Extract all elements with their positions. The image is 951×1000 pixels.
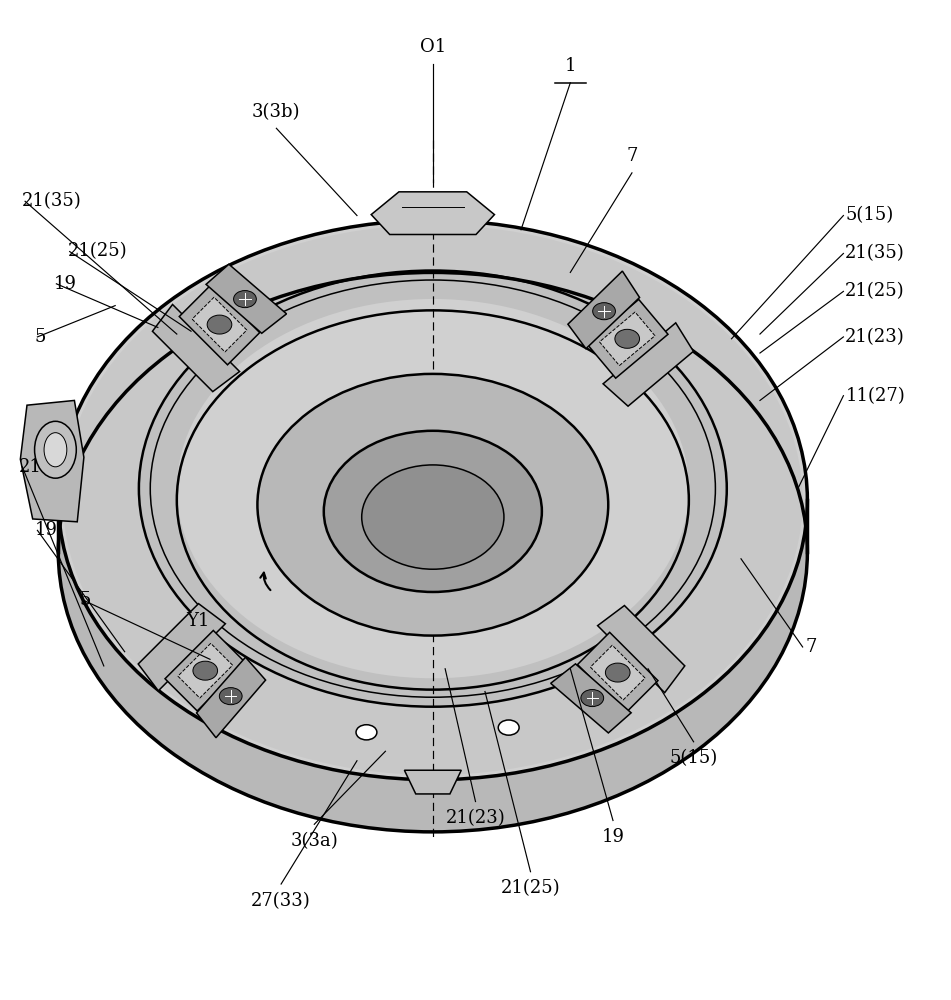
Text: 5(15): 5(15) <box>670 749 718 767</box>
Ellipse shape <box>44 433 67 467</box>
Text: 19: 19 <box>53 275 76 293</box>
Text: 21(25): 21(25) <box>845 282 905 300</box>
Text: 7: 7 <box>627 147 637 165</box>
Text: 21(23): 21(23) <box>845 328 905 346</box>
Polygon shape <box>197 657 265 738</box>
Ellipse shape <box>606 663 631 682</box>
Polygon shape <box>551 664 631 733</box>
Text: 5: 5 <box>34 328 46 346</box>
Polygon shape <box>178 643 233 698</box>
Ellipse shape <box>177 310 689 690</box>
Ellipse shape <box>258 374 609 636</box>
Polygon shape <box>192 297 247 352</box>
Text: 19: 19 <box>34 521 58 539</box>
Text: 7: 7 <box>805 638 817 656</box>
Text: 3(3b): 3(3b) <box>252 103 301 121</box>
Ellipse shape <box>356 725 377 740</box>
Polygon shape <box>597 606 685 693</box>
Text: 21(35): 21(35) <box>845 244 905 262</box>
Ellipse shape <box>63 225 803 775</box>
Ellipse shape <box>615 329 639 348</box>
Polygon shape <box>152 304 240 392</box>
Ellipse shape <box>139 271 727 707</box>
Text: 27(33): 27(33) <box>251 892 311 910</box>
Polygon shape <box>58 500 807 832</box>
Text: 21(25): 21(25) <box>68 243 127 261</box>
Polygon shape <box>591 645 645 700</box>
Text: 5(15): 5(15) <box>845 207 894 225</box>
Ellipse shape <box>220 688 243 705</box>
Text: 21: 21 <box>18 458 41 476</box>
Polygon shape <box>577 632 658 713</box>
Ellipse shape <box>193 661 218 680</box>
Polygon shape <box>568 271 640 349</box>
Text: 11(27): 11(27) <box>845 387 905 405</box>
Ellipse shape <box>34 421 76 478</box>
Text: 21(23): 21(23) <box>446 809 505 827</box>
Polygon shape <box>587 299 668 378</box>
Polygon shape <box>179 284 260 365</box>
Polygon shape <box>599 312 655 366</box>
Ellipse shape <box>207 315 232 334</box>
Ellipse shape <box>323 431 542 592</box>
Ellipse shape <box>498 720 519 735</box>
Text: O1: O1 <box>419 38 446 56</box>
Text: 21(35): 21(35) <box>22 192 82 210</box>
Text: Y1: Y1 <box>186 612 209 630</box>
Text: 1: 1 <box>565 57 576 75</box>
Text: 3(3a): 3(3a) <box>290 832 339 850</box>
Text: 19: 19 <box>601 828 625 846</box>
Ellipse shape <box>592 303 615 320</box>
Polygon shape <box>138 604 225 691</box>
Polygon shape <box>404 770 461 794</box>
Ellipse shape <box>581 690 604 707</box>
Polygon shape <box>165 630 245 711</box>
Polygon shape <box>371 192 495 234</box>
Text: 5: 5 <box>79 591 90 609</box>
Ellipse shape <box>177 299 689 678</box>
Ellipse shape <box>177 310 689 690</box>
Ellipse shape <box>361 465 504 569</box>
Polygon shape <box>206 264 286 333</box>
Ellipse shape <box>234 291 257 308</box>
Text: 21(25): 21(25) <box>500 879 560 897</box>
Polygon shape <box>20 400 84 522</box>
Polygon shape <box>603 323 693 406</box>
Ellipse shape <box>58 220 807 780</box>
